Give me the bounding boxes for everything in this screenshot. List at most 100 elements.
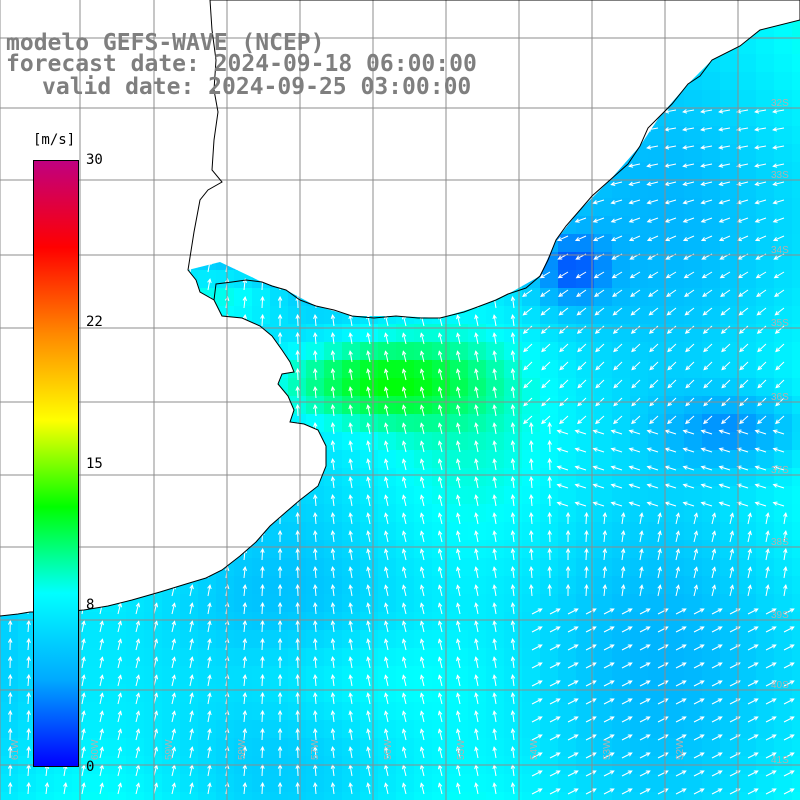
wind-speed-cell <box>576 450 595 469</box>
wind-speed-cell <box>540 306 559 325</box>
wind-arrow <box>260 241 265 255</box>
wind-speed-cell <box>360 468 379 487</box>
wind-arrow <box>277 349 283 363</box>
wind-speed-cell <box>378 270 397 289</box>
wind-arrow <box>207 458 212 471</box>
wind-speed-cell <box>684 720 703 739</box>
wind-speed-cell <box>342 270 361 289</box>
wind-speed-cell <box>504 504 523 523</box>
wind-arrow <box>675 752 687 759</box>
wind-speed-cell <box>180 234 199 253</box>
wind-arrow <box>610 181 623 187</box>
wind-speed-cell <box>684 198 703 217</box>
wind-arrow <box>207 476 212 489</box>
wind-speed-cell <box>180 720 199 739</box>
wind-arrow <box>189 494 194 507</box>
wind-speed-cell <box>342 486 361 505</box>
wind-arrow <box>207 656 212 669</box>
wind-arrow <box>592 181 605 187</box>
wind-arrow <box>277 745 283 759</box>
wind-arrow <box>81 350 86 363</box>
wind-arrow <box>366 368 371 381</box>
wind-speed-cell <box>576 666 595 685</box>
wind-speed-cell <box>666 270 685 289</box>
wind-speed-cell <box>144 522 163 541</box>
wind-arrow <box>765 752 777 759</box>
wind-arrow <box>585 788 597 795</box>
wind-arrow <box>171 548 176 561</box>
wind-arrow <box>649 343 659 353</box>
wind-arrow <box>189 710 194 723</box>
wind-arrow <box>492 476 497 489</box>
wind-speed-cell <box>486 468 505 487</box>
wind-arrow <box>242 655 248 669</box>
wind-arrow <box>765 662 777 669</box>
wind-speed-cell <box>738 162 757 181</box>
wind-speed-cell <box>558 720 577 739</box>
wind-arrow <box>702 289 713 297</box>
wind-speed-cell <box>234 666 253 685</box>
wind-speed-cell <box>756 522 775 541</box>
wind-speed-cell <box>666 126 685 145</box>
wind-speed-cell <box>594 288 613 307</box>
wind-speed-cell <box>342 342 361 361</box>
wind-arrow <box>621 770 633 777</box>
wind-speed-cell <box>648 324 667 343</box>
wind-speed-cell <box>576 360 595 379</box>
wind-arrow <box>313 475 318 489</box>
wind-speed-cell <box>504 522 523 541</box>
wind-speed-cell <box>270 630 289 649</box>
wind-arrow <box>171 782 176 795</box>
wind-speed-cell <box>126 612 145 631</box>
wind-speed-cell <box>648 720 667 739</box>
wind-speed-cell <box>630 720 649 739</box>
wind-arrow <box>620 512 626 525</box>
wind-speed-cell <box>756 216 775 235</box>
wind-arrow <box>437 638 443 651</box>
wind-speed-cell <box>234 792 253 800</box>
wind-arrow <box>313 601 318 615</box>
wind-arrow <box>610 145 623 150</box>
wind-arrow <box>135 602 141 615</box>
wind-speed-cell <box>486 720 505 739</box>
wind-arrow <box>783 530 788 543</box>
wind-speed-cell <box>720 792 739 800</box>
wind-arrow <box>99 728 104 741</box>
wind-speed-cell <box>324 684 343 703</box>
wind-arrow <box>7 475 13 489</box>
wind-speed-cell <box>684 450 703 469</box>
wind-arrow <box>584 529 589 543</box>
wind-arrow <box>492 782 497 795</box>
wind-speed-cell <box>324 288 343 307</box>
wind-arrow <box>260 187 265 201</box>
wind-speed-cell <box>0 522 19 541</box>
wind-arrow <box>538 181 551 187</box>
wind-arrow <box>171 134 176 147</box>
wind-speed-cell <box>756 270 775 289</box>
wind-speed-cell <box>216 666 235 685</box>
wind-speed-cell <box>396 378 415 397</box>
wind-speed-cell <box>486 126 505 145</box>
wind-speed-cell <box>252 162 271 181</box>
wind-speed-cell <box>738 576 757 595</box>
wind-arrow <box>474 476 479 489</box>
wind-arrow <box>401 386 407 399</box>
wind-arrow <box>474 656 479 669</box>
wind-speed-cell <box>594 90 613 109</box>
wind-speed-cell <box>270 396 289 415</box>
wind-speed-cell <box>504 306 523 325</box>
wind-arrow <box>510 512 516 525</box>
wind-speed-cell <box>162 126 181 145</box>
wind-arrow <box>700 199 713 205</box>
wind-speed-cell <box>558 288 577 307</box>
wind-speed-cell <box>126 270 145 289</box>
wind-speed-cell <box>378 360 397 379</box>
wind-speed-cell <box>522 594 541 613</box>
wind-arrow <box>628 163 641 168</box>
wind-arrow <box>260 601 265 615</box>
wind-arrow <box>547 421 552 435</box>
wind-arrow <box>26 457 31 471</box>
wind-arrow <box>565 583 571 597</box>
wind-arrow <box>348 206 353 219</box>
wind-arrow <box>419 782 425 795</box>
